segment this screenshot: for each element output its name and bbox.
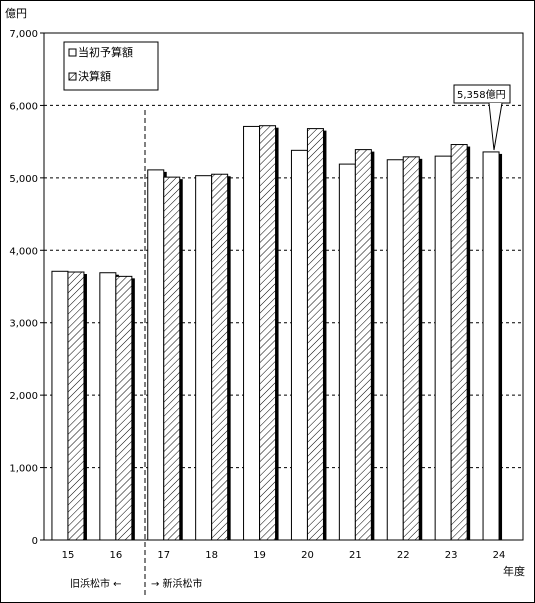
- x-tick-label: 21: [349, 550, 362, 561]
- callout-box: [453, 84, 511, 104]
- y-tick-label: 6,000: [9, 101, 38, 112]
- x-tick-label: 18: [205, 550, 218, 561]
- bar-budget: [338, 163, 356, 541]
- y-tick-label: 2,000: [9, 391, 38, 402]
- bar-budget: [147, 169, 165, 541]
- y-tick-label: 1,000: [9, 464, 38, 475]
- bar-settlement: [402, 156, 420, 541]
- bar-budget: [482, 151, 500, 541]
- x-tick-label: 15: [62, 550, 75, 561]
- bar-budget: [290, 149, 308, 541]
- bar-settlement: [306, 128, 324, 541]
- bar-settlement: [259, 125, 277, 541]
- era-right-label: → 新浜松市: [151, 577, 203, 590]
- bar-settlement: [163, 176, 181, 541]
- x-tick-label: 23: [445, 550, 458, 561]
- plot-area-border: [43, 32, 524, 541]
- bar-budget: [195, 175, 213, 541]
- x-tick-label: 20: [301, 550, 314, 561]
- bar-budget: [243, 125, 261, 541]
- x-tick-label: 17: [157, 550, 170, 561]
- bar-settlement: [354, 149, 372, 541]
- y-tick-label: 3,000: [9, 319, 38, 330]
- callout-text: 5,358億円: [457, 88, 506, 101]
- x-tick-label: 24: [493, 550, 506, 561]
- callout-pointer: [488, 102, 503, 151]
- y-tick-label: 5,000: [9, 174, 38, 185]
- bar-settlement: [67, 271, 85, 541]
- legend-box: [63, 41, 159, 91]
- era-left-label: 旧浜松市 ←: [70, 577, 122, 590]
- x-tick-label: 19: [253, 550, 266, 561]
- bar-settlement: [115, 275, 133, 541]
- bar-budget: [51, 270, 69, 541]
- bar-budget: [434, 155, 452, 541]
- y-tick-label: 4,000: [9, 246, 38, 257]
- legend-swatch-budget: [68, 48, 77, 57]
- bar-budget: [386, 159, 404, 541]
- bars: [51, 125, 503, 541]
- legend-swatch-settlement: [68, 72, 77, 81]
- x-tick-label: 16: [109, 550, 122, 561]
- y-unit-label: 億円: [5, 7, 27, 20]
- callout: 5,358億円: [453, 84, 511, 151]
- legend-label-settlement: 決算額: [78, 69, 111, 83]
- y-tick-label: 7,000: [9, 29, 38, 40]
- legend-label-budget: 当初予算額: [78, 45, 133, 59]
- x-tick-label: 22: [397, 550, 410, 561]
- bar-budget: [99, 272, 117, 541]
- labels: 0 1,000 2,000 3,000 4,000 5,000 6,000 7,000 15 16…: [9, 29, 505, 561]
- bar-settlement: [211, 173, 229, 541]
- x-axis-label: 年度: [503, 564, 525, 578]
- legend: 当初予算額 決算額: [63, 41, 159, 91]
- y-tick-label: 0: [32, 536, 38, 547]
- axes: [40, 32, 524, 541]
- bar-settlement: [450, 144, 468, 541]
